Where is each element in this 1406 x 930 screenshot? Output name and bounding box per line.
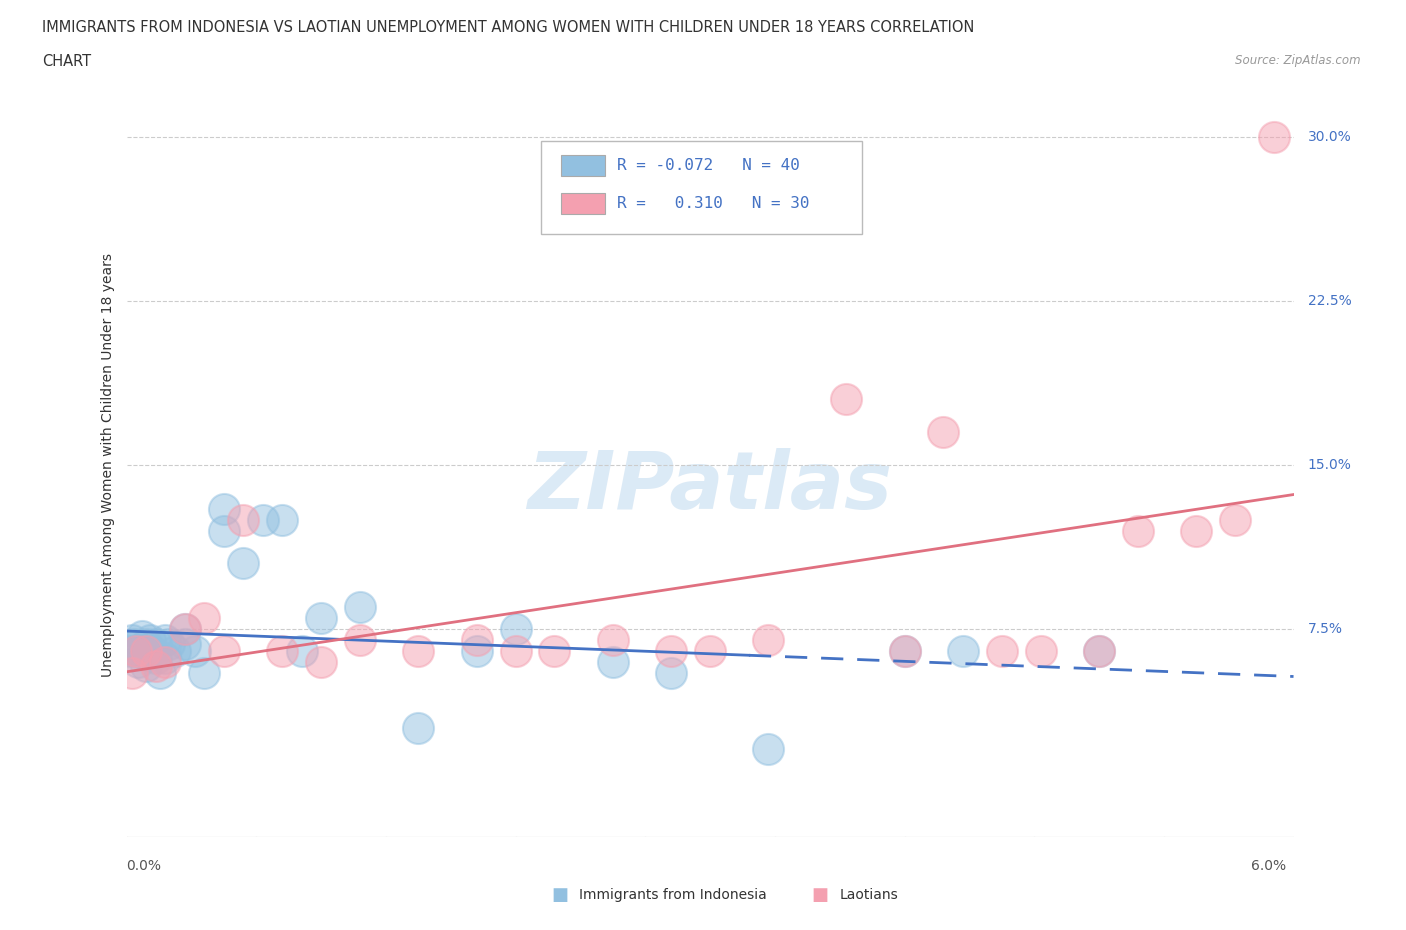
Point bbox=[131, 629, 153, 644]
Text: 7.5%: 7.5% bbox=[1308, 622, 1343, 636]
Text: R =   0.310   N = 30: R = 0.310 N = 30 bbox=[617, 195, 810, 210]
Point bbox=[990, 644, 1012, 658]
Point bbox=[141, 644, 163, 658]
Point bbox=[290, 644, 312, 658]
Point bbox=[145, 658, 167, 673]
Text: 0.0%: 0.0% bbox=[127, 859, 162, 873]
Point bbox=[271, 512, 294, 527]
Point bbox=[139, 632, 162, 647]
Point bbox=[1088, 644, 1111, 658]
Y-axis label: Unemployment Among Women with Children Under 18 years: Unemployment Among Women with Children U… bbox=[101, 253, 115, 677]
Text: ZIPatlas: ZIPatlas bbox=[527, 448, 893, 526]
Point bbox=[465, 644, 488, 658]
Point bbox=[543, 644, 565, 658]
Point bbox=[212, 644, 235, 658]
Point bbox=[121, 666, 143, 681]
Point bbox=[408, 720, 430, 735]
Point bbox=[1263, 129, 1285, 144]
Point bbox=[157, 637, 180, 652]
Bar bbox=[561, 193, 605, 214]
Point bbox=[232, 512, 254, 527]
Point bbox=[408, 644, 430, 658]
Text: Immigrants from Indonesia: Immigrants from Indonesia bbox=[579, 887, 768, 902]
Point bbox=[127, 655, 149, 670]
Point bbox=[602, 655, 624, 670]
Point bbox=[135, 658, 157, 673]
Point bbox=[893, 644, 915, 658]
Point bbox=[121, 632, 143, 647]
Point bbox=[120, 644, 142, 658]
Text: Source: ZipAtlas.com: Source: ZipAtlas.com bbox=[1236, 54, 1361, 67]
Point bbox=[125, 644, 148, 658]
Point bbox=[135, 637, 157, 652]
Point bbox=[212, 501, 235, 516]
Point bbox=[756, 632, 779, 647]
Point bbox=[149, 666, 172, 681]
Point bbox=[183, 644, 205, 658]
Point bbox=[893, 644, 915, 658]
Point bbox=[349, 632, 371, 647]
Text: ■: ■ bbox=[551, 885, 568, 904]
Point bbox=[465, 632, 488, 647]
Point bbox=[165, 644, 187, 658]
Point bbox=[1126, 524, 1149, 538]
Point bbox=[232, 556, 254, 571]
Text: 6.0%: 6.0% bbox=[1251, 859, 1286, 873]
Text: R = -0.072   N = 40: R = -0.072 N = 40 bbox=[617, 158, 800, 173]
Point bbox=[145, 650, 167, 665]
Point bbox=[659, 666, 682, 681]
Point bbox=[699, 644, 721, 658]
Point bbox=[505, 644, 527, 658]
Point bbox=[135, 648, 157, 663]
Point bbox=[155, 632, 177, 647]
Text: 30.0%: 30.0% bbox=[1308, 130, 1351, 144]
Text: 22.5%: 22.5% bbox=[1308, 294, 1351, 308]
Point bbox=[1223, 512, 1247, 527]
Point bbox=[174, 621, 197, 636]
Point bbox=[145, 637, 167, 652]
Point bbox=[659, 644, 682, 658]
Point bbox=[174, 621, 197, 636]
Point bbox=[1088, 644, 1111, 658]
Point bbox=[1185, 524, 1208, 538]
Point bbox=[602, 632, 624, 647]
Text: 15.0%: 15.0% bbox=[1308, 458, 1351, 472]
Point bbox=[932, 425, 955, 440]
Bar bbox=[561, 155, 605, 177]
Point bbox=[193, 666, 215, 681]
Point bbox=[835, 392, 858, 406]
Text: CHART: CHART bbox=[42, 54, 91, 69]
Point bbox=[124, 637, 146, 652]
Point bbox=[252, 512, 274, 527]
Point bbox=[309, 611, 332, 626]
Point bbox=[1029, 644, 1052, 658]
Text: IMMIGRANTS FROM INDONESIA VS LAOTIAN UNEMPLOYMENT AMONG WOMEN WITH CHILDREN UNDE: IMMIGRANTS FROM INDONESIA VS LAOTIAN UNE… bbox=[42, 20, 974, 35]
Point bbox=[756, 742, 779, 757]
Point bbox=[212, 524, 235, 538]
Point bbox=[135, 644, 157, 658]
Point bbox=[174, 637, 197, 652]
Point bbox=[309, 655, 332, 670]
Point bbox=[193, 611, 215, 626]
Point bbox=[155, 655, 177, 670]
Text: Laotians: Laotians bbox=[839, 887, 898, 902]
Point bbox=[129, 644, 152, 658]
Point bbox=[125, 644, 148, 658]
Text: ■: ■ bbox=[811, 885, 828, 904]
FancyBboxPatch shape bbox=[541, 141, 862, 234]
Point bbox=[271, 644, 294, 658]
Point bbox=[349, 600, 371, 615]
Point bbox=[952, 644, 974, 658]
Point bbox=[155, 650, 177, 665]
Point bbox=[505, 621, 527, 636]
